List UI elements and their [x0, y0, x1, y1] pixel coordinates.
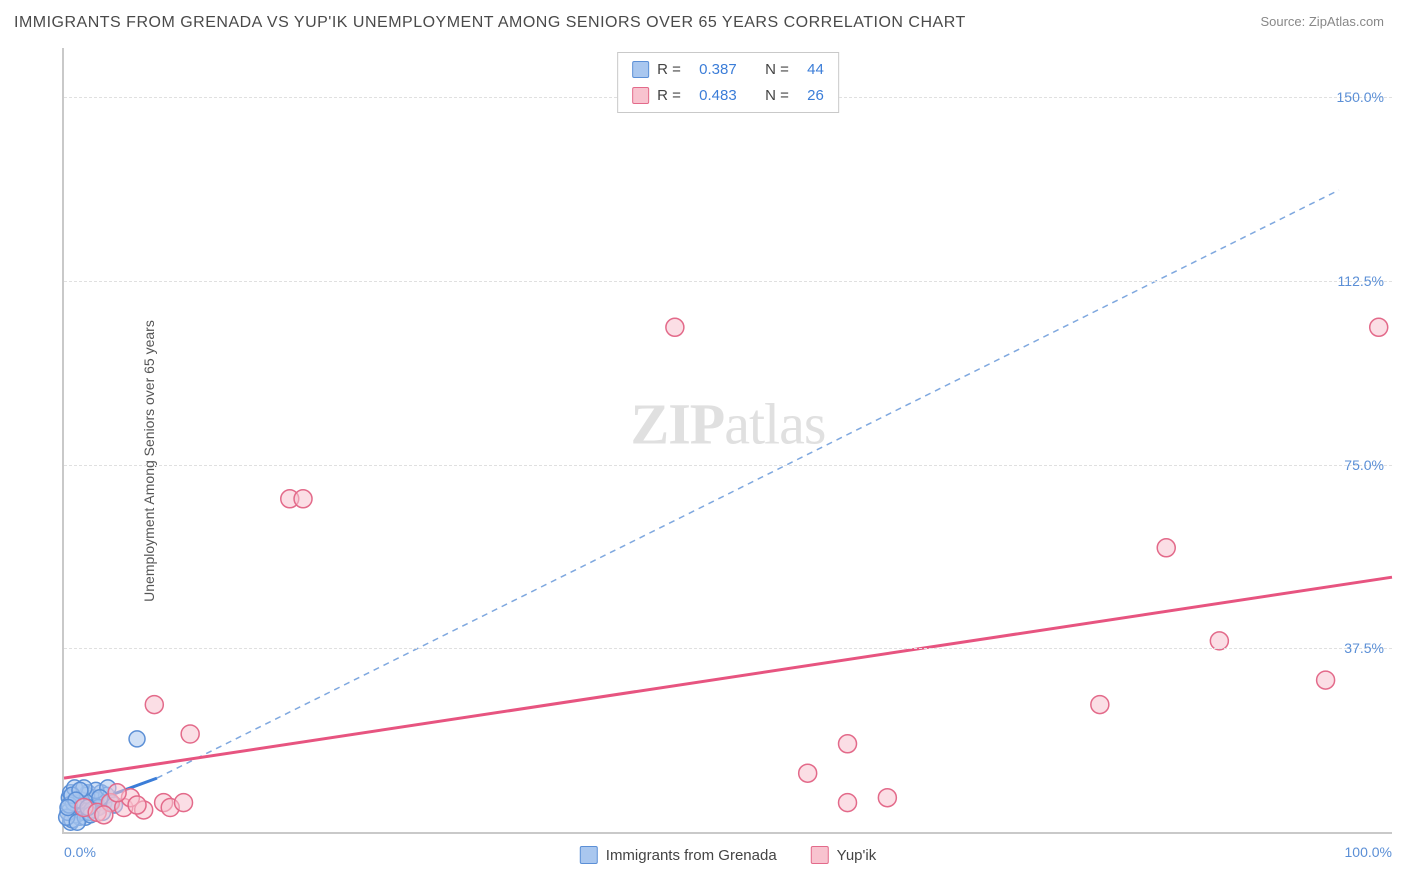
- gridline: [64, 648, 1392, 649]
- legend-r-label: R =: [657, 83, 691, 109]
- data-point: [1370, 318, 1388, 336]
- gridline: [64, 465, 1392, 466]
- data-point: [799, 764, 817, 782]
- series-legend: Immigrants from Grenada Yup'ik: [580, 846, 876, 864]
- legend-r-value: 0.387: [699, 57, 757, 83]
- legend-n-value: 44: [807, 57, 824, 83]
- data-point: [839, 794, 857, 812]
- trend-line: [64, 577, 1392, 778]
- legend-item: Yup'ik: [811, 846, 877, 864]
- data-point: [108, 784, 126, 802]
- correlation-legend: R = 0.387 N = 44 R = 0.483 N = 26: [617, 52, 839, 113]
- legend-swatch: [811, 846, 829, 864]
- y-tick-label: 150.0%: [1337, 89, 1384, 105]
- chart-title: IMMIGRANTS FROM GRENADA VS YUP'IK UNEMPL…: [14, 14, 966, 32]
- source-attribution: Source: ZipAtlas.com: [1260, 14, 1384, 29]
- y-tick-label: 75.0%: [1344, 457, 1384, 473]
- plot-svg: [64, 48, 1392, 832]
- legend-n-label: N =: [765, 57, 799, 83]
- legend-row: R = 0.483 N = 26: [632, 83, 824, 109]
- plot-area: ZIPatlas R =0.387N =44R =0.483N =26 Immi…: [62, 48, 1392, 834]
- chart-container: Unemployment Among Seniors over 65 years…: [14, 44, 1392, 878]
- data-point: [1157, 539, 1175, 557]
- data-point: [128, 796, 146, 814]
- legend-swatch: [580, 846, 598, 864]
- data-point: [175, 794, 193, 812]
- data-point: [145, 696, 163, 714]
- legend-swatch: [632, 87, 649, 104]
- legend-n-value: 26: [807, 83, 824, 109]
- legend-item: Immigrants from Grenada: [580, 846, 777, 864]
- legend-n-label: N =: [765, 83, 799, 109]
- legend-swatch: [632, 61, 649, 78]
- data-point: [181, 725, 199, 743]
- data-point: [294, 490, 312, 508]
- legend-label: Yup'ik: [837, 847, 877, 864]
- data-point: [878, 789, 896, 807]
- y-tick-label: 112.5%: [1338, 273, 1384, 289]
- y-tick-label: 37.5%: [1344, 640, 1384, 656]
- data-point: [1091, 696, 1109, 714]
- x-tick-label: 100.0%: [1345, 844, 1392, 860]
- legend-label: Immigrants from Grenada: [606, 847, 777, 864]
- legend-r-label: R =: [657, 57, 691, 83]
- data-point: [839, 735, 857, 753]
- gridline: [64, 281, 1392, 282]
- legend-r-value: 0.483: [699, 83, 757, 109]
- trend-line-extrapolated: [157, 190, 1339, 778]
- data-point: [60, 800, 76, 816]
- x-tick-label: 0.0%: [64, 844, 96, 860]
- data-point: [1210, 632, 1228, 650]
- data-point: [1317, 671, 1335, 689]
- data-point: [666, 318, 684, 336]
- data-point: [95, 806, 113, 824]
- data-point: [129, 731, 145, 747]
- legend-row: R = 0.387 N = 44: [632, 57, 824, 83]
